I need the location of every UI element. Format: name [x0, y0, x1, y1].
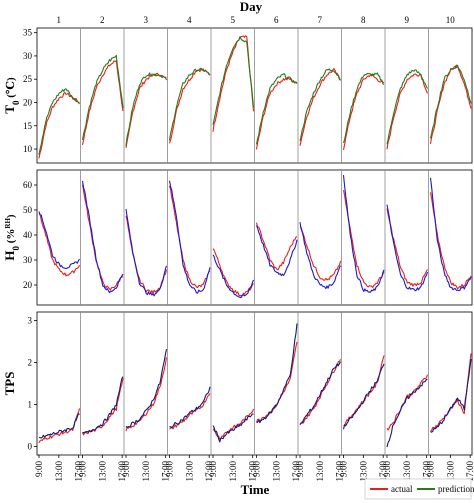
y-tick-label: 0 — [28, 442, 33, 452]
x-tick-label: 17:00 — [248, 461, 258, 482]
x-tick-label: 9:00 — [382, 461, 392, 478]
y-tick-label: 15 — [23, 121, 33, 131]
x-tick-labels: 9:00 13:00 17:009:00 13:00 17:009:00 13:00 17:… — [34, 455, 474, 482]
day-label: 1 — [57, 15, 62, 25]
series-prediction-line — [38, 36, 472, 155]
x-tick-label: 13:00 — [445, 461, 455, 482]
x-tick-label: 9:00 — [426, 461, 436, 478]
x-tick-label: 9:00 — [121, 461, 131, 478]
y-tick-label: 40 — [23, 230, 33, 240]
legend-prediction-label: prediction — [438, 484, 474, 494]
x-tick-label: 13:00 — [141, 461, 151, 482]
x-tick-label: 17:00 — [161, 461, 171, 482]
y-tick-label: 3 — [28, 315, 33, 325]
x-tick-label: 13:00 — [97, 461, 107, 482]
panel-temperature: 10 15 20 25 30 35 T0 (℃) — [2, 27, 473, 164]
series-prediction-line — [38, 323, 472, 448]
x-tick-label: 17:00 — [117, 461, 127, 482]
day-label: 6 — [274, 15, 279, 25]
series-prediction-line — [38, 175, 472, 299]
x-tick-label: 17:00 — [291, 461, 301, 482]
x-tick-label: 9:00 — [252, 461, 262, 478]
y-axis-title: H0 (%RH) — [2, 214, 21, 261]
day-label: 4 — [187, 15, 192, 25]
y-tick-label: 60 — [23, 180, 33, 190]
day-axis-title: Day — [240, 0, 263, 14]
y-tick-label: 50 — [23, 205, 33, 215]
day-label: 3 — [144, 15, 149, 25]
panel-tps: 0 1 2 3 TPS — [2, 311, 473, 456]
x-tick-label: 13:00 — [315, 461, 325, 482]
x-tick-label: 9:00 — [165, 461, 175, 478]
legend-actual-label: actual — [391, 484, 413, 494]
x-tick-label: 17:00 — [204, 461, 214, 482]
day-label: 8 — [361, 15, 366, 25]
x-tick-label: 13:00 — [358, 461, 368, 482]
day-label: 9 — [405, 15, 410, 25]
x-tick-label: 13:00 — [271, 461, 281, 482]
x-tick-label: 13:00 — [54, 461, 64, 482]
x-tick-label: 17:00 — [335, 461, 345, 482]
y-tick-label: 20 — [23, 280, 33, 290]
x-tick-label: 13:00 — [402, 461, 412, 482]
day-label: 7 — [318, 15, 323, 25]
day-label: 2 — [100, 15, 105, 25]
y-tick-label: 20 — [23, 97, 33, 107]
panel-humidity: 20 30 40 50 60 H0 (%RH) — [2, 169, 473, 306]
day-labels: 1 2 3 4 5 6 7 8 9 10 — [57, 15, 456, 25]
x-tick-label: 9:00 — [208, 461, 218, 478]
x-tick-label: 9:00 — [34, 461, 44, 478]
series-actual-line — [38, 184, 472, 297]
x-tick-label: 9:00 — [295, 461, 305, 478]
legend: actual prediction — [364, 478, 474, 500]
y-axis-title: T0 (℃) — [2, 77, 21, 114]
x-tick-label: 13:00 — [184, 461, 194, 482]
x-axis-title: Time — [241, 482, 270, 497]
x-tick-label: 17:00 — [74, 461, 84, 482]
day-label: 5 — [231, 15, 236, 25]
y-tick-label: 30 — [23, 51, 33, 61]
y-tick-label: 35 — [23, 28, 33, 38]
x-tick-label: 17:00 — [465, 461, 474, 482]
y-tick-label: 2 — [28, 357, 33, 367]
y-tick-label: 30 — [23, 255, 33, 265]
y-tick-label: 1 — [28, 400, 33, 410]
y-tick-label: 25 — [23, 74, 33, 84]
y-axis-title: TPS — [2, 372, 17, 396]
x-tick-label: 9:00 — [78, 461, 88, 478]
x-tick-label: 17:00 — [378, 461, 388, 482]
x-tick-label: 9:00 — [339, 461, 349, 478]
day-label: 10 — [446, 15, 456, 25]
y-tick-label: 10 — [23, 144, 33, 154]
series-actual-line — [38, 35, 472, 159]
x-tick-label: 17:00 — [422, 461, 432, 482]
x-tick-label: 13:00 — [228, 461, 238, 482]
